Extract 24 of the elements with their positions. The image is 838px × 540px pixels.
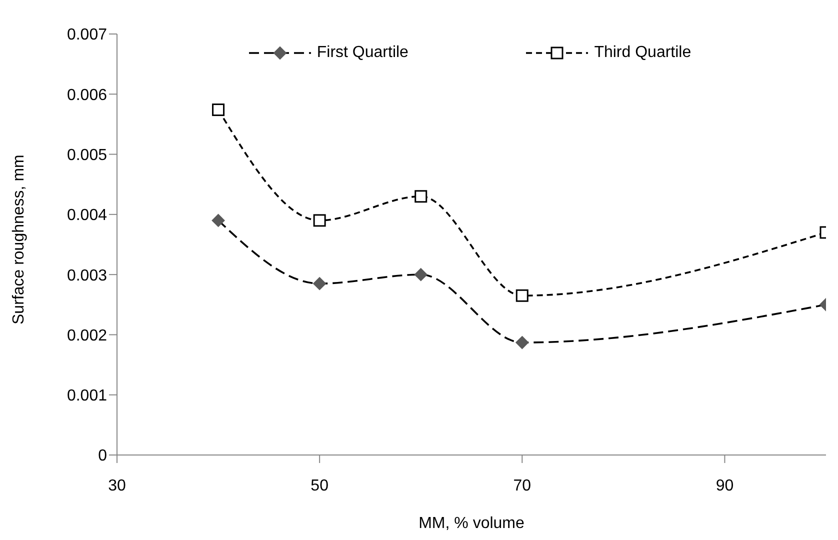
y-tick-label: 0.004 (66, 207, 108, 224)
y-tick-label: 0.007 (66, 26, 108, 44)
point (212, 214, 225, 227)
y-tick-label: 0.001 (66, 388, 108, 405)
legend-label: First Quartile (316, 44, 408, 62)
y-tick-label: 0.006 (66, 86, 108, 104)
y-tick-label: 0.003 (66, 267, 108, 284)
point (212, 104, 225, 116)
x-tick-label: 90 (716, 477, 734, 494)
x-tick-label: 70 (513, 477, 532, 494)
y-tick-label: 0 (98, 448, 108, 465)
x-axis-title: MM, % volume (418, 515, 524, 532)
point (516, 289, 528, 302)
point (313, 277, 326, 290)
point (313, 214, 326, 227)
point (414, 268, 428, 282)
point (414, 190, 428, 203)
legend-label: Third Quartile (594, 44, 692, 62)
y-tick-label: 0.002 (66, 327, 108, 344)
x-tick-label: 50 (310, 477, 329, 494)
point (516, 336, 529, 350)
x-tick-label: 30 (108, 477, 126, 494)
y-axis-title: Surface roughness, mm (10, 154, 28, 324)
y-tick-label: 0.005 (66, 146, 108, 164)
